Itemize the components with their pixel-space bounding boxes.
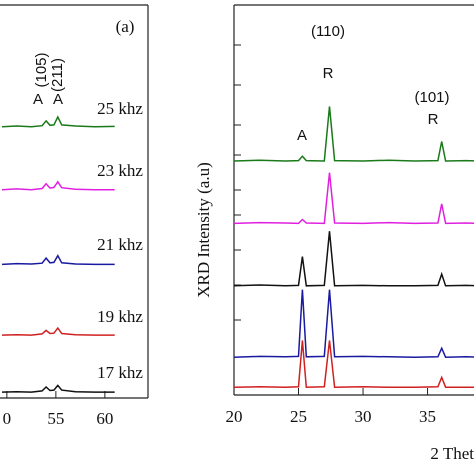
series-line bbox=[1, 254, 115, 266]
series-line bbox=[233, 340, 474, 388]
x-tick-label: 60 bbox=[96, 409, 113, 428]
series-line bbox=[1, 180, 115, 191]
x-tick-label: 25 bbox=[290, 407, 307, 426]
series-line bbox=[233, 106, 474, 162]
x-tick-label: 30 bbox=[355, 407, 372, 426]
annotation: (110) bbox=[311, 23, 345, 40]
annotation: A bbox=[53, 91, 63, 108]
series-label: 17 khz bbox=[97, 363, 143, 382]
annotation: R bbox=[428, 111, 439, 128]
annotation: A bbox=[297, 127, 307, 144]
series-label: 19 khz bbox=[97, 307, 143, 326]
series-line bbox=[233, 289, 474, 358]
annotation: A bbox=[33, 91, 43, 108]
series-line bbox=[1, 326, 115, 336]
series-label: 23 khz bbox=[97, 161, 143, 180]
series-label: 21 khz bbox=[97, 235, 143, 254]
annotation: (101) bbox=[414, 89, 449, 106]
annotation: (211) bbox=[49, 58, 66, 92]
x-tick-label: 20 bbox=[226, 407, 243, 426]
x-tick-label: 0 bbox=[3, 409, 12, 428]
annotation: R bbox=[323, 65, 334, 82]
x-tick-label: 55 bbox=[47, 409, 64, 428]
annotation: (105) bbox=[33, 52, 50, 87]
y-axis-label: XRD Intensity (a.u) bbox=[194, 162, 213, 298]
series-line bbox=[233, 231, 474, 287]
series-line bbox=[233, 172, 474, 225]
panel-label: (a) bbox=[116, 17, 135, 36]
x-tick-label: 35 bbox=[419, 407, 436, 426]
series-line bbox=[1, 384, 115, 393]
series-label: 25 khz bbox=[97, 99, 143, 118]
x-axis-label: 2 Thet bbox=[430, 444, 474, 463]
series-line bbox=[1, 115, 115, 128]
panel-frames bbox=[0, 4, 474, 399]
